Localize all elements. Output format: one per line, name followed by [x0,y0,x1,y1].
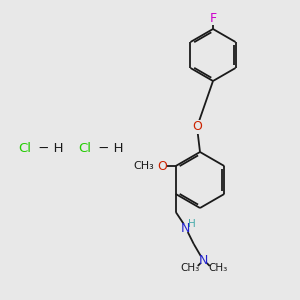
Text: N: N [199,254,208,266]
Text: O: O [192,121,202,134]
Text: − H: − H [94,142,124,154]
Text: Cl: Cl [18,142,31,154]
Text: CH₃: CH₃ [180,263,200,273]
Text: F: F [209,11,217,25]
Text: Cl: Cl [78,142,91,154]
Text: O: O [157,160,167,172]
Text: CH₃: CH₃ [208,263,227,273]
Text: CH₃: CH₃ [134,161,154,171]
Text: N: N [181,221,190,235]
Text: H: H [188,219,196,229]
Text: − H: − H [34,142,64,154]
